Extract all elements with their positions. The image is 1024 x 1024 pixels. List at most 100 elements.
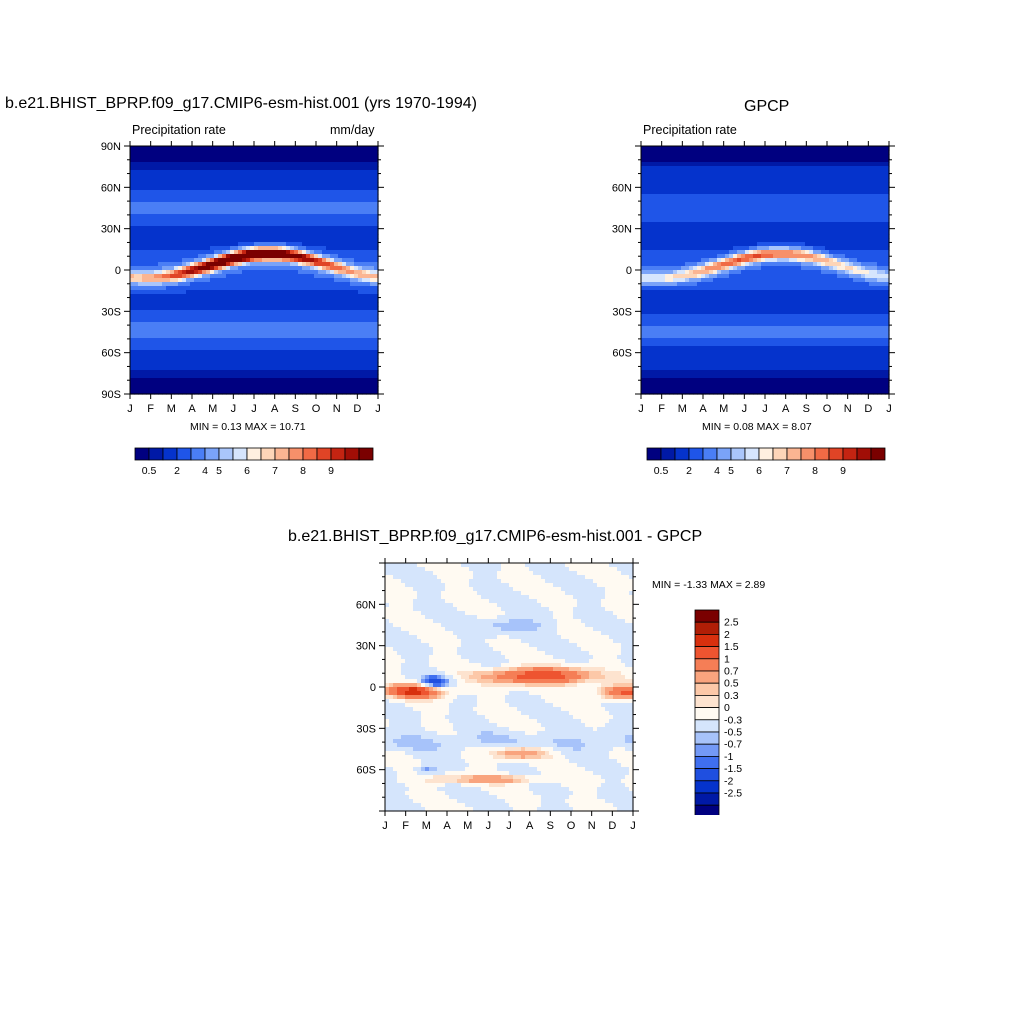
heatmap-cell <box>338 162 343 167</box>
heatmap-cell <box>190 378 195 383</box>
heatmap-cell <box>138 350 143 355</box>
heatmap-cell <box>366 326 371 331</box>
heatmap-cell <box>214 334 219 339</box>
heatmap-cell <box>170 166 175 171</box>
heatmap-cell <box>681 198 686 203</box>
heatmap-cell <box>334 146 339 151</box>
heatmap-cell <box>234 178 239 183</box>
heatmap-cell <box>194 390 199 395</box>
heatmap-cell <box>701 294 706 299</box>
heatmap-cell <box>661 306 666 311</box>
heatmap-cell <box>338 282 343 287</box>
heatmap-cell <box>685 166 690 171</box>
heatmap-cell <box>286 218 291 223</box>
heatmap-cell <box>246 258 251 263</box>
heatmap-cell <box>226 290 231 295</box>
heatmap-cell <box>222 222 227 227</box>
heatmap-cell <box>290 354 295 359</box>
heatmap-cell <box>230 382 235 387</box>
heatmap-cell <box>322 306 327 311</box>
heatmap-cell <box>318 330 323 335</box>
heatmap-cell <box>230 322 235 327</box>
heatmap-cell <box>685 270 690 275</box>
heatmap-cell <box>174 242 179 247</box>
heatmap-cell <box>374 390 379 395</box>
heatmap-cell <box>310 222 315 227</box>
heatmap-cell <box>693 342 698 347</box>
heatmap-cell <box>669 334 674 339</box>
heatmap-cell <box>130 322 135 327</box>
heatmap-cell <box>266 246 271 251</box>
heatmap-cell <box>306 214 311 219</box>
heatmap-cell <box>254 318 259 323</box>
heatmap-cell <box>274 174 279 179</box>
heatmap-cell <box>677 390 682 395</box>
heatmap-cell <box>294 242 299 247</box>
heatmap-cell <box>130 354 135 359</box>
heatmap-cell <box>222 226 227 231</box>
heatmap-cell <box>362 274 367 279</box>
heatmap-cell <box>693 282 698 287</box>
heatmap-cell <box>318 358 323 363</box>
heatmap-cell <box>290 234 295 239</box>
heatmap-cell <box>354 174 359 179</box>
heatmap-cell <box>669 302 674 307</box>
heatmap-cell <box>673 378 678 383</box>
heatmap-cell <box>306 170 311 175</box>
heatmap-cell <box>142 198 147 203</box>
heatmap-cell <box>681 226 686 231</box>
heatmap-cell <box>661 298 666 303</box>
heatmap-cell <box>693 246 698 251</box>
heatmap-cell <box>641 158 646 163</box>
heatmap-cell <box>286 254 291 259</box>
heatmap-cell <box>158 174 163 179</box>
heatmap-cell <box>310 378 315 383</box>
heatmap-cell <box>254 246 259 251</box>
heatmap-cell <box>669 262 674 267</box>
heatmap-cell <box>669 366 674 371</box>
heatmap-cell <box>134 222 139 227</box>
heatmap-cell <box>242 298 247 303</box>
heatmap-cell <box>170 186 175 191</box>
heatmap-cell <box>294 330 299 335</box>
heatmap-cell <box>266 202 271 207</box>
heatmap-cell <box>222 358 227 363</box>
heatmap-cell <box>689 386 694 391</box>
heatmap-cell <box>166 298 171 303</box>
heatmap-cell <box>254 254 259 259</box>
heatmap-cell <box>330 390 335 395</box>
heatmap-cell <box>162 282 167 287</box>
heatmap-cell <box>334 262 339 267</box>
heatmap-cell <box>701 314 706 319</box>
heatmap-cell <box>262 326 267 331</box>
heatmap-cell <box>246 354 251 359</box>
heatmap-cell <box>278 278 283 283</box>
heatmap-cell <box>689 214 694 219</box>
heatmap-cell <box>134 378 139 383</box>
heatmap-cell <box>374 314 379 319</box>
heatmap-cell <box>258 270 263 275</box>
heatmap-cell <box>314 194 319 199</box>
heatmap-cell <box>130 362 135 367</box>
heatmap-cell <box>234 262 239 267</box>
heatmap-cell <box>673 278 678 283</box>
heatmap-cell <box>338 226 343 231</box>
heatmap-cell <box>182 158 187 163</box>
heatmap-cell <box>310 262 315 267</box>
heatmap-cell <box>641 370 646 375</box>
heatmap-cell <box>705 178 710 183</box>
heatmap-cell <box>306 158 311 163</box>
heatmap-cell <box>246 334 251 339</box>
heatmap-cell <box>262 370 267 375</box>
heatmap-cell <box>258 190 263 195</box>
heatmap-cell <box>142 298 147 303</box>
heatmap-cell <box>214 166 219 171</box>
heatmap-cell <box>246 302 251 307</box>
heatmap-cell <box>370 286 375 291</box>
heatmap-cell <box>661 162 666 167</box>
heatmap-cell <box>693 326 698 331</box>
heatmap-cell <box>242 182 247 187</box>
heatmap-cell <box>130 326 135 331</box>
heatmap-cell <box>657 350 662 355</box>
heatmap-cell <box>262 286 267 291</box>
